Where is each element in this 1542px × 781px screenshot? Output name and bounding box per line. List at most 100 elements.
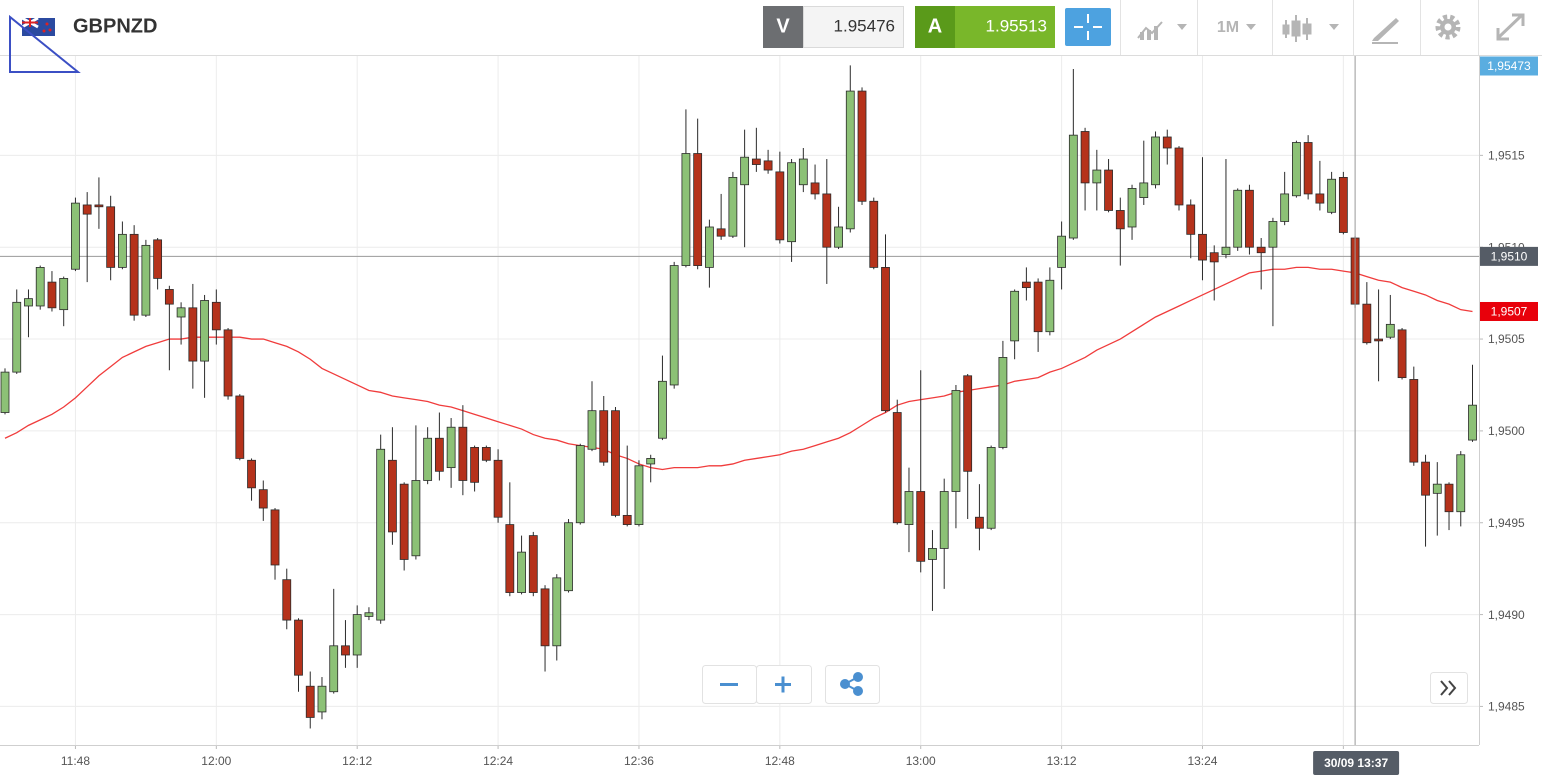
ask-box[interactable]: [955, 6, 1055, 48]
candle-body: [904, 491, 914, 525]
candle-body: [188, 307, 198, 362]
candle: [1409, 366, 1419, 466]
candle: [1456, 451, 1466, 527]
candle-body: [211, 301, 221, 331]
candle-body: [552, 577, 562, 647]
candle: [1151, 131, 1160, 189]
y-tick-label: 1,9495: [1488, 516, 1525, 530]
candle: [1045, 267, 1055, 336]
candle-body: [1092, 169, 1102, 184]
candle-body: [963, 375, 973, 472]
candle-body: [388, 459, 397, 533]
candle: [247, 458, 256, 501]
candle: [270, 508, 280, 580]
candle: [235, 394, 245, 461]
candle: [129, 225, 139, 321]
candle: [1327, 171, 1337, 215]
candle: [716, 193, 726, 240]
candle: [552, 574, 562, 661]
candle: [71, 197, 80, 272]
candle-body: [575, 445, 585, 524]
candle-body: [928, 548, 937, 560]
candle-icon[interactable]: [1282, 15, 1339, 42]
candle: [1092, 149, 1102, 211]
share-button[interactable]: [825, 665, 880, 704]
candle: [106, 195, 116, 281]
candle: [153, 238, 163, 290]
candle-body: [939, 491, 949, 549]
candle: [904, 467, 914, 553]
chart-type-icon[interactable]: [1137, 21, 1187, 40]
x-tick-label: 12:24: [483, 754, 513, 768]
fullscreen-icon[interactable]: [1496, 13, 1525, 41]
candle: [611, 407, 620, 518]
candle-body: [434, 437, 444, 472]
candle: [1233, 188, 1243, 251]
candle-body: [646, 458, 656, 465]
settings-icon[interactable]: [1435, 14, 1461, 40]
scroll-right-icon: [1440, 680, 1457, 696]
candle: [728, 171, 738, 239]
candle: [575, 443, 585, 525]
candle-body: [1127, 188, 1137, 228]
candle-body: [763, 160, 773, 171]
candle-body: [1033, 281, 1043, 333]
candle: [188, 283, 198, 389]
candle: [1162, 129, 1172, 165]
candle: [1209, 245, 1219, 301]
candle-body: [611, 410, 620, 516]
scroll-right-button[interactable]: [1430, 672, 1468, 704]
bid-button[interactable]: [763, 6, 803, 48]
candle: [423, 427, 433, 485]
candle-body: [24, 298, 33, 307]
bid-box[interactable]: [803, 6, 904, 48]
candle-body: [998, 357, 1008, 448]
candle: [329, 588, 339, 694]
candle: [951, 384, 961, 529]
candle: [258, 480, 268, 521]
candle: [282, 568, 292, 630]
candle-body: [329, 645, 339, 693]
candle: [810, 164, 820, 200]
candle-body: [681, 153, 691, 266]
candle-body: [1104, 169, 1113, 211]
candle: [94, 177, 104, 229]
candle-body: [153, 239, 163, 279]
candle: [481, 445, 491, 463]
candle-body: [35, 267, 45, 307]
candle-body: [423, 437, 433, 481]
candle: [939, 478, 949, 589]
candle-body: [1268, 221, 1278, 248]
header: GBPNZD V 1.95476 A 1.95513 1M: [0, 0, 1542, 73]
candle-body: [1338, 176, 1348, 233]
candle: [998, 340, 1008, 450]
candle-body: [517, 551, 526, 593]
candle: [470, 445, 480, 492]
candle: [775, 151, 785, 244]
candle-body: [1162, 136, 1172, 149]
x-tick-label: 12:48: [765, 754, 795, 768]
candle-body: [775, 171, 785, 241]
candle-body: [728, 176, 738, 237]
candle-body: [881, 267, 890, 412]
candle-body: [1186, 204, 1196, 235]
symbol: GBPNZD: [73, 15, 157, 37]
candle: [458, 405, 468, 496]
timeframe[interactable]: 1M: [1217, 19, 1239, 36]
draw-icon[interactable]: [1372, 18, 1399, 44]
candle: [47, 271, 57, 312]
crosshair-button[interactable]: [1065, 8, 1111, 46]
zoom-in-icon: [775, 676, 791, 693]
candle: [787, 159, 796, 262]
candle: [834, 206, 843, 250]
candle: [223, 328, 233, 400]
candle-body: [751, 158, 761, 165]
candle-body: [634, 465, 644, 525]
candle-body: [1010, 290, 1020, 342]
candle-body: [1385, 323, 1395, 338]
candle: [294, 618, 303, 692]
candle-body: [294, 619, 303, 676]
ask-button[interactable]: [915, 6, 955, 48]
candle: [634, 460, 644, 527]
candle-body: [352, 614, 362, 656]
